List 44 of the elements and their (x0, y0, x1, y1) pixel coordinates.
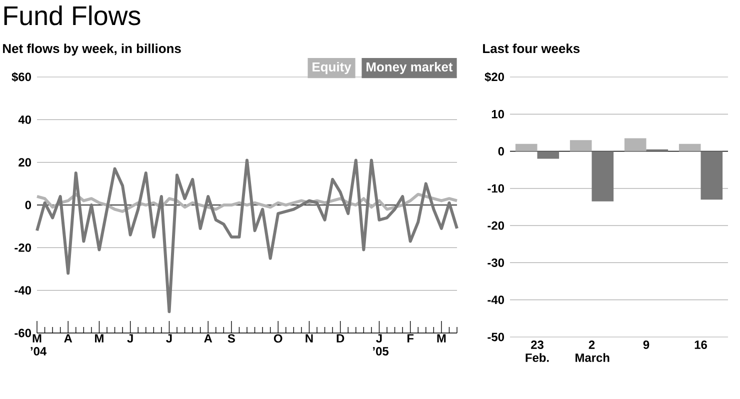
y-tick-label: -50 (488, 332, 504, 342)
text: Money market (366, 62, 453, 74)
x-tick-label: J ’05 (373, 334, 389, 356)
bar (700, 151, 723, 200)
bar (592, 151, 614, 202)
chart-title: Last four weeks (483, 44, 580, 54)
bar (515, 144, 538, 152)
y-tick-label: 0 (25, 200, 31, 210)
y-tick-label: -40 (14, 286, 31, 295)
x-tick-label: 9 (643, 340, 650, 349)
x-tick-label: M (95, 334, 104, 342)
y-tick-label: -20 (488, 221, 504, 230)
y-tick-label: 20 (18, 158, 31, 167)
x-tick-label: A (64, 334, 72, 342)
y-tick-label: -30 (488, 258, 504, 267)
x-tick-label: 2 March (576, 340, 610, 362)
y-tick-label: -10 (488, 184, 504, 193)
y-tick-label: -20 (14, 243, 31, 252)
x-tick-label: 23 Feb. (526, 340, 549, 362)
x-tick-label: M (437, 334, 446, 342)
bar (570, 140, 592, 152)
x-tick-label: M ’04 (30, 334, 47, 356)
y-tick-label: 0 (498, 147, 504, 156)
y-tick-label: 10 (492, 110, 504, 118)
x-tick-label: N (306, 334, 313, 342)
y-tick-label: 40 (18, 115, 31, 124)
y-tick-label: -40 (488, 296, 504, 304)
x-tick-label: F (407, 334, 414, 342)
x-tick-label: O (274, 334, 282, 343)
x-tick-label: J (166, 334, 172, 343)
bar (624, 138, 646, 152)
y-tick-label: $20 (484, 72, 504, 82)
x-tick-label: 16 (694, 340, 707, 349)
x-tick-label: A (204, 334, 212, 342)
x-tick-label: S (228, 334, 235, 343)
chart-subtitle: Net flows by week, in billions (3, 44, 181, 56)
x-tick-label: D (336, 334, 344, 342)
bar (537, 151, 560, 159)
text: Equity (312, 62, 352, 74)
y-tick-label: $60 (12, 72, 31, 82)
y-tick-label: -60 (14, 328, 31, 338)
x-tick-label: J (127, 334, 133, 343)
bar (678, 144, 701, 152)
chart-title: Fund Flows (4, 5, 140, 26)
